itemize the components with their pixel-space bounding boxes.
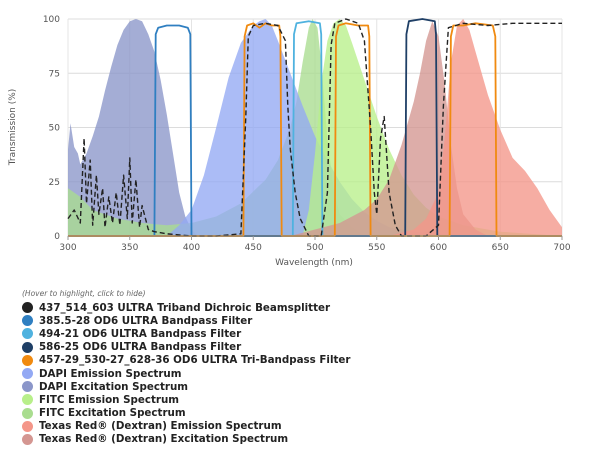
legend-label: 457-29_530-27_628-36 OD6 ULTRA Tri-Bandp… <box>39 354 351 367</box>
legend-item-fitc-excitation-spectrum[interactable]: FITC Excitation Spectrum <box>22 407 582 420</box>
x-tick-label-550: 550 <box>368 243 385 253</box>
y-axis-title: Transmission (%) <box>8 89 18 167</box>
x-tick-label-600: 600 <box>430 243 447 253</box>
spectrum-fills <box>68 19 562 237</box>
legend-swatch <box>22 407 33 419</box>
x-tick-label-500: 500 <box>306 243 323 253</box>
legend-item-fitc-emission-spectrum[interactable]: FITC Emission Spectrum <box>22 393 582 406</box>
legend: (Hover to highlight, click to hide) 437_… <box>22 289 582 446</box>
legend-item-dapi-excitation-spectrum[interactable]: DAPI Excitation Spectrum <box>22 380 582 393</box>
legend-label: DAPI Excitation Spectrum <box>39 380 189 393</box>
legend-swatch <box>22 328 33 340</box>
legend-swatch <box>22 302 33 314</box>
legend-item-385-5-28-od6-ultra-bandpass-filter[interactable]: 385.5-28 OD6 ULTRA Bandpass Filter <box>22 314 582 327</box>
legend-swatch <box>22 341 33 353</box>
x-tick-label-300: 300 <box>59 243 76 253</box>
legend-item-437-514-603-ultra-triband-dichroic-beamsplitter[interactable]: 437_514_603 ULTRA Triband Dichroic Beams… <box>22 301 582 314</box>
series-area-dapi-excitation-spectrum[interactable] <box>68 19 198 236</box>
legend-swatch <box>22 315 33 327</box>
legend-label: 586-25 OD6 ULTRA Bandpass Filter <box>39 341 242 354</box>
legend-swatch <box>22 394 33 406</box>
x-tick-label-400: 400 <box>183 243 200 253</box>
legend-swatch <box>22 433 33 445</box>
legend-item-586-25-od6-ultra-bandpass-filter[interactable]: 586-25 OD6 ULTRA Bandpass Filter <box>22 341 582 354</box>
legend-hint: (Hover to highlight, click to hide) <box>22 289 146 298</box>
legend-label: Texas Red® (Dextran) Excitation Spectrum <box>39 433 289 446</box>
y-tick-label-100: 100 <box>43 15 60 25</box>
legend-label: 437_514_603 ULTRA Triband Dichroic Beams… <box>39 301 331 314</box>
legend-label: FITC Emission Spectrum <box>39 393 180 406</box>
series-line-457-29-530-27-628-36-od6-ultra-tri-bandpass-filter[interactable] <box>68 22 562 237</box>
legend-label: 494-21 OD6 ULTRA Bandpass Filter <box>39 327 242 340</box>
series-line-385-5-28-od6-ultra-bandpass-filter[interactable] <box>68 24 562 237</box>
x-tick-label-650: 650 <box>492 243 509 253</box>
x-tick-label-700: 700 <box>553 243 570 253</box>
axes: 0 25 50 75 100 300 350 400 450 500 550 600 650 700 <box>43 15 571 253</box>
legend-item-457-29-530-27-628-36-od6-ultra-tri-bandpass-filter[interactable]: 457-29_530-27_628-36 OD6 ULTRA Tri-Bandp… <box>22 354 582 367</box>
legend-swatch <box>22 381 33 393</box>
legend-label: 385.5-28 OD6 ULTRA Bandpass Filter <box>39 314 253 327</box>
legend-item-texas-red-dextran-excitation-spectrum[interactable]: Texas Red® (Dextran) Excitation Spectrum <box>22 433 582 446</box>
series-area-texas-red-dextran-excitation-spectrum[interactable] <box>290 21 488 237</box>
legend-item-494-21-od6-ultra-bandpass-filter[interactable]: 494-21 OD6 ULTRA Bandpass Filter <box>22 327 582 340</box>
series-area-texas-red-dextran-emission-spectrum[interactable] <box>389 19 562 236</box>
legend-swatch <box>22 368 33 380</box>
y-tick-label-25: 25 <box>49 178 60 188</box>
x-axis-title: Wavelength (nm) <box>275 258 353 268</box>
x-tick-label-350: 350 <box>121 243 138 253</box>
y-tick-label-75: 75 <box>49 69 60 79</box>
legend-items: 437_514_603 ULTRA Triband Dichroic Beams… <box>22 301 582 446</box>
legend-item-dapi-emission-spectrum[interactable]: DAPI Emission Spectrum <box>22 367 582 380</box>
spectra-chart: 0 25 50 75 100 300 350 400 450 500 550 600 650 700 Wa… <box>8 15 571 268</box>
series-line-437-514-603-ultra-triband-dichroic-beamsplitter[interactable] <box>67 18 562 237</box>
legend-swatch <box>22 420 33 432</box>
series-area-fitc-emission-spectrum[interactable] <box>302 19 562 236</box>
series-area-dapi-emission-spectrum[interactable] <box>166 19 464 236</box>
legend-label: Texas Red® (Dextran) Emission Spectrum <box>39 420 282 433</box>
series-line-494-21-od6-ultra-bandpass-filter[interactable] <box>68 20 562 237</box>
y-tick-label-0: 0 <box>54 232 60 242</box>
legend-label: FITC Excitation Spectrum <box>39 407 186 420</box>
series-line-586-25-od6-ultra-bandpass-filter[interactable] <box>68 18 562 237</box>
filter-lines <box>67 18 562 237</box>
legend-swatch <box>22 354 33 366</box>
x-tick-label-450: 450 <box>245 243 262 253</box>
y-tick-label-50: 50 <box>49 124 61 134</box>
legend-label: DAPI Emission Spectrum <box>39 367 182 380</box>
legend-item-texas-red-dextran-emission-spectrum[interactable]: Texas Red® (Dextran) Emission Spectrum <box>22 420 582 433</box>
